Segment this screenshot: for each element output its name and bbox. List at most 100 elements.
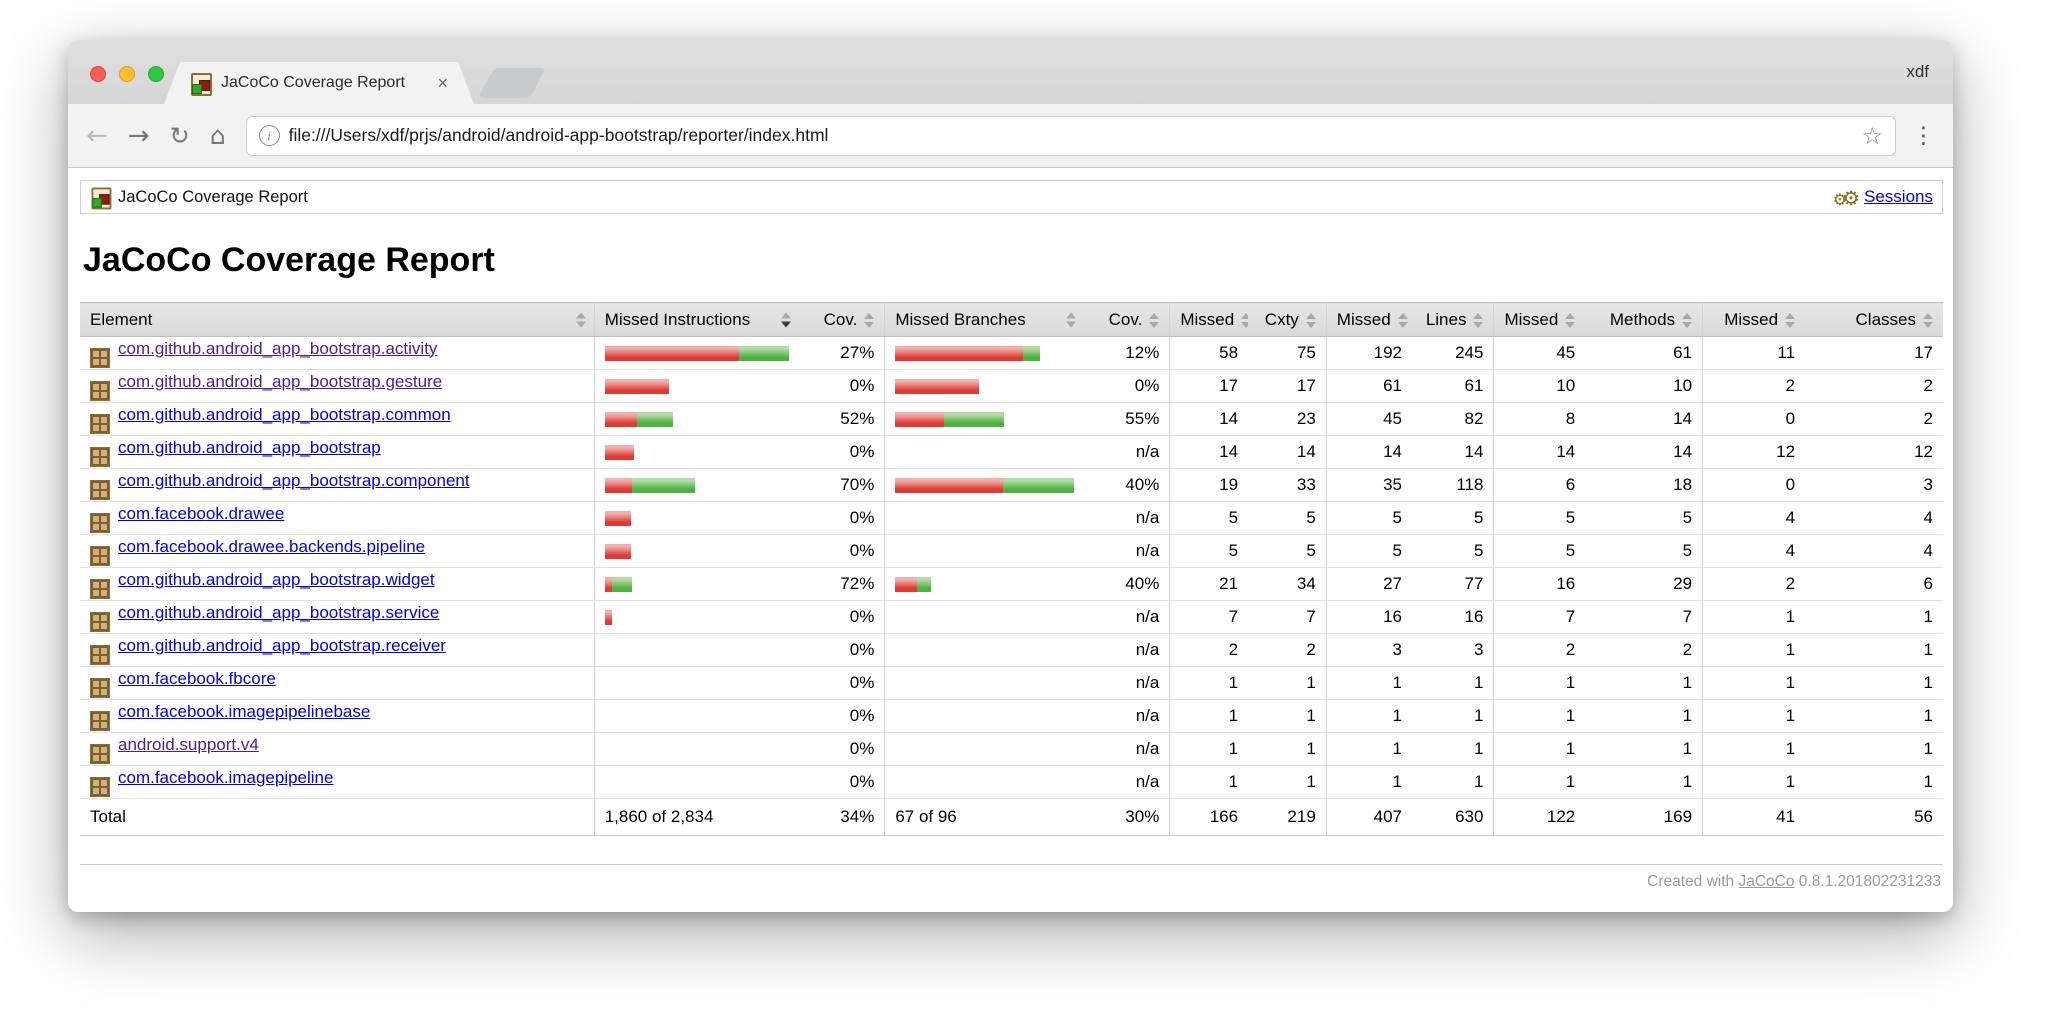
element-cell: com.facebook.fbcore — [80, 666, 595, 700]
package-link[interactable]: com.github.android_app_bootstrap — [118, 437, 381, 457]
package-link[interactable]: com.github.android_app_bootstrap.gesture — [118, 371, 443, 391]
sort-arrows-icon[interactable] — [1473, 312, 1484, 328]
column-header-missed-branches-3[interactable]: Missed Branches — [884, 302, 1085, 337]
sort-arrows-icon[interactable] — [781, 312, 792, 327]
element-cell: com.facebook.imagepipeline — [80, 765, 595, 799]
branches-coverage-bar — [884, 732, 1085, 766]
new-tab-button[interactable] — [478, 68, 546, 98]
classes-cell: 3 — [1805, 468, 1943, 502]
package-link[interactable]: com.github.android_app_bootstrap.service — [118, 602, 440, 622]
column-header-cov--4[interactable]: Cov. — [1084, 302, 1170, 337]
back-icon[interactable]: ← — [86, 120, 108, 151]
package-icon — [90, 743, 110, 764]
branches-coverage-bar — [884, 765, 1085, 799]
package-row: com.github.android_app_bootstrap.common 5… — [80, 402, 1943, 436]
column-header-cov--2[interactable]: Cov. — [799, 302, 885, 337]
column-header-missed-instructions-1[interactable]: Missed Instructions — [593, 302, 800, 337]
sort-arrows-icon[interactable] — [1923, 312, 1933, 328]
sort-arrows-icon[interactable] — [1682, 312, 1693, 328]
package-icon — [90, 611, 110, 632]
browser-menu-icon[interactable]: ⋮ — [1912, 122, 1935, 149]
package-link[interactable]: com.facebook.imagepipelinebase — [118, 701, 371, 721]
reload-icon[interactable]: ↻ — [169, 121, 190, 150]
sort-arrows-icon[interactable] — [1397, 312, 1408, 328]
column-header-missed-7[interactable]: Missed — [1325, 302, 1412, 337]
package-link[interactable]: com.facebook.fbcore — [118, 668, 276, 688]
sort-arrows-icon[interactable] — [1565, 312, 1576, 328]
tab-strip: JaCoCo Coverage Report × xdf — [68, 40, 1953, 104]
package-icon — [90, 677, 110, 698]
cxty-cell: 1 — [1248, 765, 1327, 799]
package-link[interactable]: com.facebook.drawee.backends.pipeline — [118, 536, 426, 556]
package-link[interactable]: com.github.android_app_bootstrap.common — [118, 404, 451, 424]
sort-arrows-icon[interactable] — [1305, 312, 1316, 328]
total-missed-lines: 407 — [1325, 798, 1412, 836]
branches-coverage-bar — [884, 633, 1085, 667]
close-window-button[interactable] — [90, 66, 106, 82]
methods-cell: 29 — [1585, 567, 1703, 601]
column-header-element-0[interactable]: Element — [80, 302, 595, 337]
table-body: com.github.android_app_bootstrap.activit… — [80, 336, 1943, 799]
package-link[interactable]: com.github.android_app_bootstrap.compone… — [118, 470, 470, 490]
package-link[interactable]: android.support.v4 — [118, 734, 259, 754]
sort-arrows-icon[interactable] — [864, 312, 875, 328]
missed-cxty-cell: 1 — [1169, 732, 1249, 766]
missed-lines-cell: 1 — [1325, 699, 1412, 733]
instructions-coverage-bar — [593, 402, 800, 436]
sort-arrows-icon[interactable] — [1785, 312, 1796, 328]
jacoco-footer-link[interactable]: JaCoCo — [1738, 873, 1795, 890]
sessions-link[interactable]: Sessions — [1864, 187, 1933, 206]
package-link[interactable]: com.github.android_app_bootstrap.receive… — [118, 635, 446, 655]
profile-name[interactable]: xdf — [1906, 62, 1929, 81]
package-row: com.github.android_app_bootstrap.widget 7… — [80, 567, 1943, 601]
package-icon — [90, 578, 110, 599]
column-header-classes-12[interactable]: Classes — [1805, 302, 1943, 337]
column-header-missed-9[interactable]: Missed — [1493, 302, 1586, 337]
column-header-cxty-6[interactable]: Cxty — [1248, 302, 1327, 337]
column-header-missed-5[interactable]: Missed — [1169, 302, 1249, 337]
instruction-coverage-percent: 0% — [799, 699, 885, 733]
package-link[interactable]: com.github.android_app_bootstrap.activit… — [118, 338, 438, 358]
instruction-coverage-percent: 0% — [799, 666, 885, 700]
page-content: JaCoCo Coverage Report ⚙⚙ Sessions JaCoC… — [68, 168, 1953, 911]
table-total-row: Total 1,860 of 2,834 34% 67 of 96 30% 166 219 4… — [80, 798, 1943, 836]
instruction-coverage-percent: 0% — [799, 600, 885, 634]
tab-title: JaCoCo Coverage Report — [221, 74, 406, 91]
missed-lines-cell: 5 — [1325, 501, 1412, 535]
url-bar[interactable]: i file:///Users/xdf/prjs/android/android… — [245, 115, 1896, 156]
sort-arrows-icon[interactable] — [1241, 312, 1249, 328]
url-text[interactable]: file:///Users/xdf/prjs/android/android-a… — [288, 125, 829, 145]
package-link[interactable]: com.github.android_app_bootstrap.widget — [118, 569, 435, 589]
missed-cxty-cell: 14 — [1169, 435, 1249, 469]
minimize-window-button[interactable] — [119, 66, 135, 82]
sort-arrows-icon[interactable] — [1066, 312, 1077, 327]
column-header-methods-10[interactable]: Methods — [1585, 302, 1703, 337]
lines-cell: 1 — [1411, 732, 1494, 766]
cxty-cell: 1 — [1248, 732, 1327, 766]
classes-cell: 1 — [1805, 666, 1943, 700]
missed-lines-cell: 192 — [1325, 336, 1412, 370]
home-icon[interactable]: ⌂ — [209, 121, 226, 150]
close-tab-icon[interactable]: × — [437, 73, 448, 93]
missed-methods-cell: 6 — [1493, 468, 1586, 502]
bookmark-star-icon[interactable]: ☆ — [1861, 121, 1883, 150]
forward-icon[interactable]: → — [127, 120, 150, 151]
package-link[interactable]: com.facebook.imagepipeline — [118, 767, 334, 787]
methods-cell: 1 — [1585, 765, 1703, 799]
zoom-window-button[interactable] — [148, 66, 164, 82]
cxty-cell: 23 — [1248, 402, 1327, 436]
column-header-missed-11[interactable]: Missed — [1702, 302, 1806, 337]
sort-arrows-icon[interactable] — [1149, 312, 1160, 328]
missed-lines-cell: 1 — [1325, 666, 1412, 700]
browser-tab[interactable]: JaCoCo Coverage Report × — [164, 62, 474, 104]
column-header-lines-8[interactable]: Lines — [1411, 302, 1494, 337]
missed-lines-cell: 1 — [1325, 732, 1412, 766]
branch-coverage-percent: n/a — [1084, 633, 1170, 667]
sort-arrows-icon[interactable] — [575, 312, 586, 327]
missed-classes-cell: 4 — [1702, 534, 1806, 568]
page-info-icon[interactable]: i — [258, 125, 280, 146]
instruction-coverage-percent: 0% — [799, 633, 885, 667]
package-link[interactable]: com.facebook.drawee — [118, 503, 285, 523]
instructions-coverage-bar — [593, 765, 800, 799]
branch-coverage-percent: n/a — [1084, 435, 1170, 469]
